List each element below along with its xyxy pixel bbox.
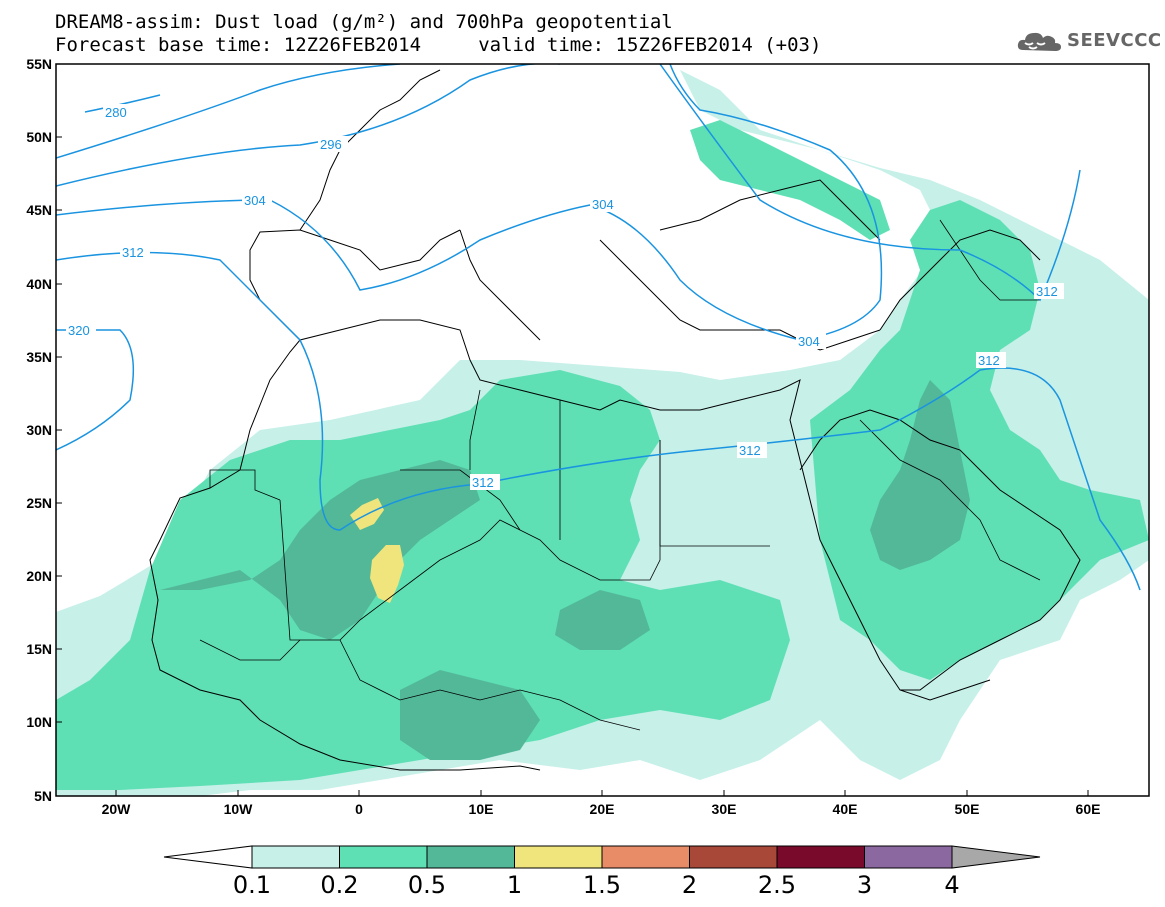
dust-band-0.5-east: [870, 380, 970, 570]
lon-label: 60E: [1076, 801, 1101, 817]
contour-label: 280: [105, 105, 127, 120]
dust-load-shading: [56, 70, 1149, 796]
contour-label: 304: [592, 197, 614, 212]
lat-label: 55N: [26, 56, 52, 72]
lon-axis: 20W 10W 0 10E 20E 30E 40E 50E 60E: [102, 790, 1101, 817]
seevccc-logo: SEEVCCC: [1017, 28, 1161, 54]
contour-label: 312: [1036, 284, 1058, 299]
lat-label: 25N: [26, 495, 52, 511]
dust-band-0.2: [56, 370, 790, 790]
lon-label: 40E: [833, 801, 858, 817]
lon-label: 20W: [102, 801, 132, 817]
geopotential-contours: [56, 64, 1141, 591]
lat-label: 5N: [34, 788, 52, 804]
country-borders: [199, 219, 1041, 731]
contour-label: 312: [472, 475, 494, 490]
lat-label: 20N: [26, 568, 52, 584]
colorbar-swatch: [514, 845, 603, 869]
dust-band-1-b: [370, 545, 404, 603]
colorbar-swatch: [426, 845, 515, 869]
lat-axis: 55N 50N 45N 40N 35N 30N 25N 20N 15N 10N …: [26, 56, 62, 804]
contour-label: 312: [978, 353, 1000, 368]
colorbar-tick-label: 1.5: [583, 871, 621, 899]
lon-label: 10W: [224, 801, 254, 817]
colorbar-tick-label: 4: [944, 871, 959, 899]
contour-label: 304: [798, 334, 820, 349]
lat-label: 40N: [26, 276, 52, 292]
colorbar-swatch: [776, 845, 865, 869]
contour-labels: 280 296 304 312 320 304 312 312 312 304 …: [66, 104, 1064, 490]
contour-label: 304: [244, 193, 266, 208]
logo-label: SEEVCCC: [1067, 30, 1162, 51]
colorbar-tick-label: 0.1: [233, 871, 271, 899]
colorbar-tick-label: 2: [682, 871, 697, 899]
colorbar-tick-label: 1: [507, 871, 522, 899]
lon-label: 0: [355, 801, 363, 817]
dust-band-0.5: [160, 460, 480, 640]
lon-label: 10E: [469, 801, 494, 817]
colorbar-swatch: [864, 845, 953, 869]
colorbar-swatch: [601, 845, 690, 869]
lon-label: 50E: [955, 801, 980, 817]
forecast-time-line: Forecast base time: 12Z26FEB2014 valid t…: [55, 34, 822, 56]
contour-label: 320: [68, 323, 90, 338]
colorbar-high-arrow: [951, 845, 1041, 869]
colorbar-tick-label: 0.2: [320, 871, 358, 899]
lat-label: 30N: [26, 422, 52, 438]
lat-label: 50N: [26, 129, 52, 145]
lon-label: 20E: [590, 801, 615, 817]
dust-band-0.5-south: [400, 670, 540, 760]
colorbar-swatch: [251, 845, 340, 869]
lat-label: 10N: [26, 714, 52, 730]
lat-label: 35N: [26, 349, 52, 365]
lat-label: 45N: [26, 202, 52, 218]
dust-band-0.2-north: [690, 120, 890, 240]
lon-label: 30E: [712, 801, 737, 817]
map-title: DREAM8-assim: Dust load (g/m²) and 700hP…: [55, 11, 673, 33]
colorbar-low-arrow: [163, 845, 253, 869]
colorbar-tick-label: 0.5: [408, 871, 446, 899]
cloud-icon: [1017, 32, 1061, 51]
lat-label: 15N: [26, 641, 52, 657]
contour-label: 312: [122, 245, 144, 260]
colorbar-tick-label: 2.5: [758, 871, 796, 899]
dust-band-0.5-mid: [555, 590, 650, 650]
colorbar-tick-label: 3: [857, 871, 872, 899]
colorbar-swatch: [689, 845, 778, 869]
colorbar: 0.1 0.2 0.5 1 1.5 2 2.5 3 4: [163, 845, 1041, 899]
colorbar-swatch: [339, 845, 428, 869]
contour-label: 296: [320, 137, 342, 152]
contour-label: 312: [739, 443, 761, 458]
